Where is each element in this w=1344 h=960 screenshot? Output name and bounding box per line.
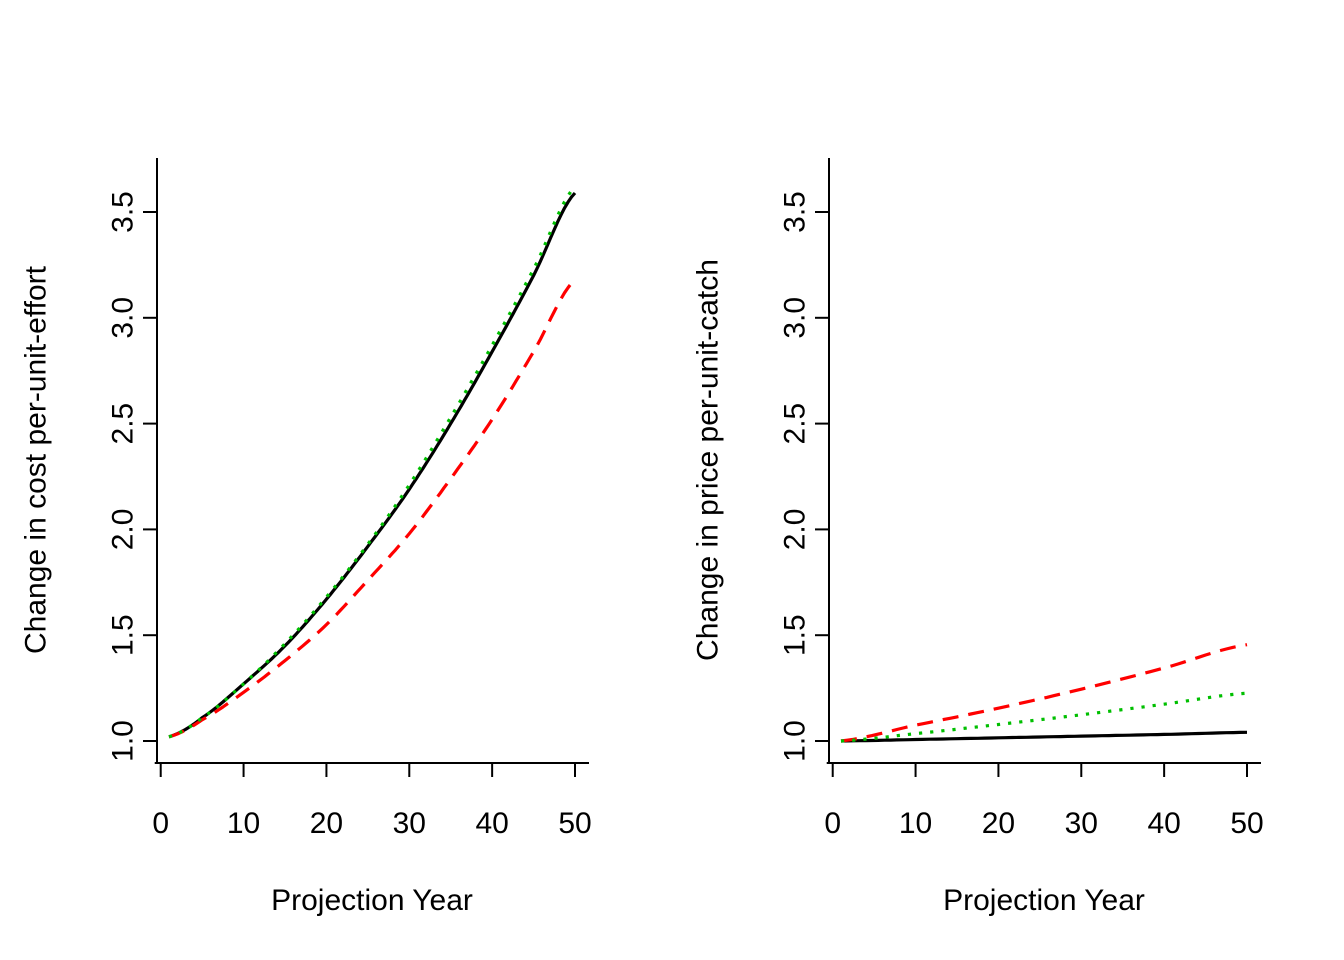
y-tick-label: 1.0 (779, 720, 812, 762)
series-line-solid (840, 730, 1248, 743)
y-tick-label: 2.5 (107, 403, 140, 445)
x-tick-label: 30 (393, 807, 426, 840)
x-tick-label: 20 (982, 807, 1015, 840)
x-tick-label: 40 (1147, 807, 1180, 840)
y-axis-title: Change in price per-unit-catch (692, 259, 725, 661)
x-tick-label: 20 (310, 807, 343, 840)
x-tick-label: 10 (227, 807, 260, 840)
y-axis-title: Change in cost per-unit-effort (20, 265, 53, 654)
chart-panel-1: 1.0 1.5 2.0 2.5 3.0 3.5 0 10 20 30 40 50 Projection … (20, 158, 592, 917)
x-axis-title: Projection Year (271, 884, 473, 917)
x-tick-label: 0 (824, 807, 841, 840)
y-tick-label: 2.5 (779, 403, 812, 445)
series-line-dotted (168, 185, 577, 739)
x-tick-label: 50 (1230, 807, 1263, 840)
y-tick-label: 3.5 (107, 191, 140, 233)
y-tick-label: 1.5 (779, 614, 812, 656)
y-tick-label: 3.5 (779, 191, 812, 233)
x-tick-label: 30 (1065, 807, 1098, 840)
y-tick-label: 3.0 (107, 297, 140, 339)
y-tick-label: 2.0 (107, 509, 140, 551)
chart-panel-2: 1.0 1.5 2.0 2.5 3.0 3.5 0 10 20 30 40 50 Projection … (692, 158, 1264, 917)
x-axis-title: Projection Year (943, 884, 1145, 917)
x-tick-label: 50 (558, 807, 591, 840)
y-tick-label: 1.0 (107, 720, 140, 762)
x-tick-label: 0 (152, 807, 169, 840)
series-line-dashed (840, 643, 1248, 743)
x-tick-label: 10 (899, 807, 932, 840)
x-tick-label: 40 (475, 807, 508, 840)
y-tick-label: 2.0 (779, 509, 812, 551)
y-tick-label: 1.5 (107, 614, 140, 656)
series-line-solid (168, 191, 577, 739)
series-line-dashed (168, 278, 577, 739)
y-tick-label: 3.0 (779, 297, 812, 339)
